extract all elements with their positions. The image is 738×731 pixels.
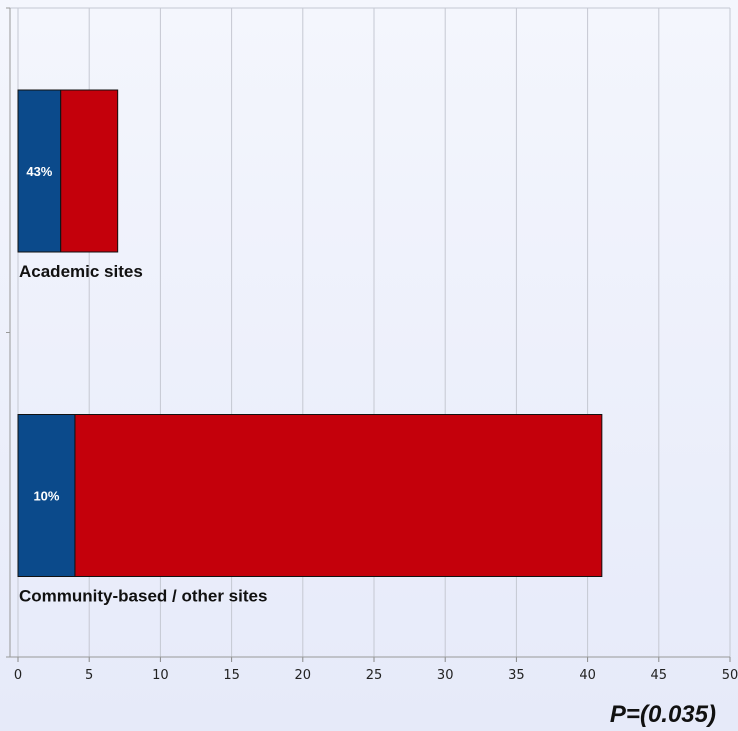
x-tick-label: 40 <box>579 668 596 683</box>
bar-data-label: 10% <box>33 489 59 504</box>
x-tick-label: 0 <box>14 668 22 683</box>
x-tick-label: 45 <box>651 668 668 683</box>
x-tick-label: 20 <box>295 668 312 683</box>
x-tick-label: 50 <box>722 668 738 683</box>
category-label: Academic sites <box>19 262 143 281</box>
bar-blue-1 <box>17 414 76 577</box>
x-tick-label: 15 <box>223 668 240 683</box>
x-tick-label: 10 <box>152 668 169 683</box>
bar-red-0 <box>60 89 119 253</box>
x-tick-label: 25 <box>366 668 383 683</box>
bar-blue-0 <box>17 89 62 253</box>
p-value-annotation: P=(0.035) <box>609 701 716 728</box>
x-tick-label: 35 <box>508 668 525 683</box>
x-tick-label: 30 <box>437 668 454 683</box>
category-label: Community-based / other sites <box>19 587 267 606</box>
bar-red-1 <box>74 414 603 577</box>
x-tick-label: 5 <box>85 668 93 683</box>
bar-data-label: 43% <box>26 164 52 179</box>
